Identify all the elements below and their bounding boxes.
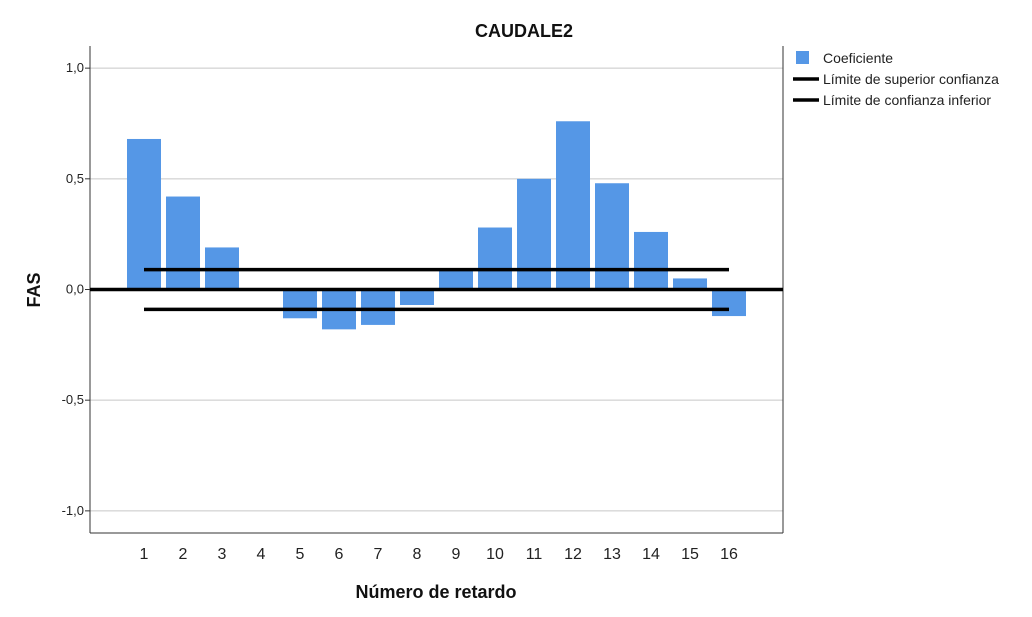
x-tick-labels: 1 2 3 4 5 6 7 8 9 10 11 12 13 14 15 16: [140, 546, 738, 563]
x-tick-label: 14: [642, 546, 660, 563]
y-tick-label: -0,5: [62, 392, 84, 407]
legend-label: Coeficiente: [823, 50, 893, 66]
x-tick-label: 12: [564, 546, 582, 563]
legend: Coeficiente Límite de superior confianza L…: [793, 50, 999, 108]
x-tick-label: 7: [374, 546, 383, 563]
x-tick-label: 8: [413, 546, 422, 563]
bar: [712, 289, 746, 317]
grid-lines: [90, 67, 783, 512]
x-tick-label: 9: [452, 546, 461, 563]
bar: [400, 289, 434, 305]
legend-label: Límite de superior confianza: [823, 71, 999, 87]
bar: [595, 183, 629, 290]
confidence-lines: [144, 267, 729, 312]
y-axis-label: FAS: [24, 272, 44, 307]
x-tick-label: 13: [603, 546, 621, 563]
bar: [556, 121, 590, 290]
x-tick-label: 15: [681, 546, 699, 563]
bar: [127, 138, 161, 290]
bar: [673, 278, 707, 290]
x-tick-label: 4: [257, 546, 266, 563]
bar: [478, 227, 512, 290]
y-tick-label: -1,0: [62, 503, 84, 518]
x-axis-label: Número de retardo: [355, 582, 516, 602]
bar: [517, 178, 551, 290]
bar: [283, 289, 317, 319]
legend-label: Límite de confianza inferior: [823, 92, 991, 108]
x-tick-label: 11: [526, 546, 543, 563]
bar: [166, 196, 200, 290]
x-tick-label: 1: [140, 546, 149, 563]
y-tick-labels: 1,0 0,5 0,0 -0,5 -1,0: [62, 60, 90, 518]
bar: [634, 231, 668, 290]
y-tick-label: 0,0: [66, 282, 84, 297]
x-tick-label: 6: [335, 546, 344, 563]
y-tick-label: 0,5: [66, 171, 84, 186]
bar: [439, 269, 473, 290]
x-tick-label: 16: [720, 546, 738, 563]
x-tick-label: 10: [486, 546, 504, 563]
bar: [361, 289, 395, 325]
x-tick-label: 5: [296, 546, 305, 563]
bars-group: [127, 121, 746, 330]
x-tick-label: 2: [179, 546, 188, 563]
chart-title: CAUDALE2: [475, 21, 573, 41]
x-tick-label: 3: [218, 546, 227, 563]
axes: [89, 46, 784, 534]
legend-swatch-bar: [796, 51, 809, 64]
y-tick-label: 1,0: [66, 60, 84, 75]
